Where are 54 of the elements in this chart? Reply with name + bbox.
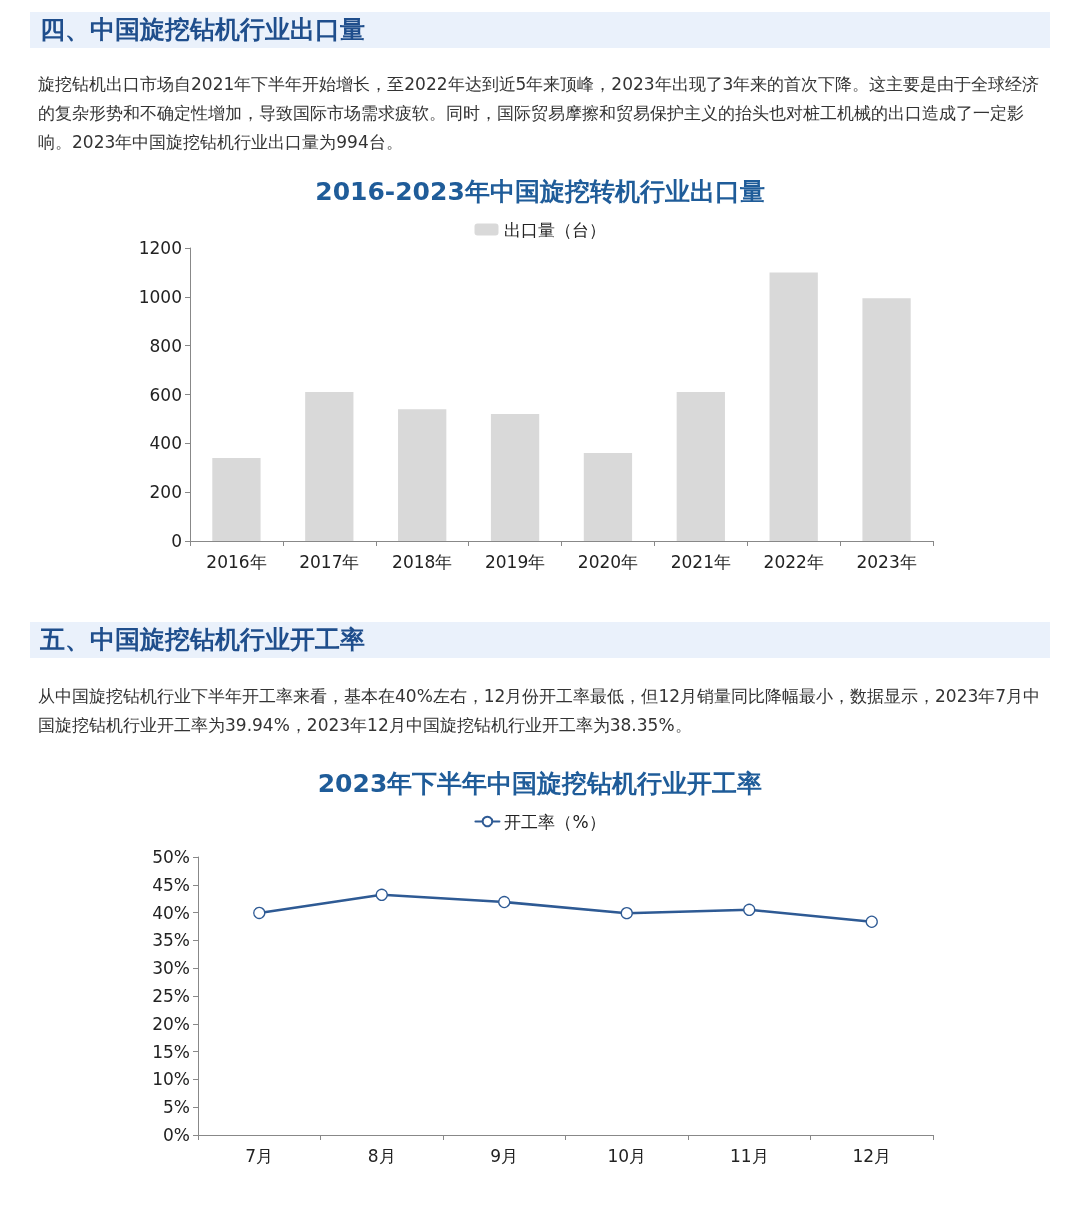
chart-title: 2016-2023年中国旋挖转机行业出口量 bbox=[315, 177, 765, 206]
x-tick-label: 11月 bbox=[729, 1145, 769, 1166]
y-tick-label: 25% bbox=[152, 986, 190, 1006]
y-tick-label: 20% bbox=[152, 1013, 190, 1034]
y-tick-label: 0% bbox=[163, 1125, 190, 1145]
y-tick-label: 45% bbox=[152, 874, 190, 895]
chart-title: 2023年下半年中国旋挖钻机行业开工率 bbox=[317, 769, 763, 798]
text: 五、中国旋挖钻机行业开工率 bbox=[30, 622, 1050, 658]
y-tick-label: 200 bbox=[149, 482, 182, 503]
x-tick-label: 9月 bbox=[490, 1145, 519, 1166]
y-tick-label: 15% bbox=[152, 1041, 190, 1062]
y-tick-label: 35% bbox=[152, 930, 190, 951]
bar bbox=[490, 414, 540, 541]
y-tick-label: 800 bbox=[149, 335, 182, 356]
y-tick-label: 1000 bbox=[138, 286, 182, 307]
bar bbox=[398, 409, 447, 541]
y-tick-label: 40% bbox=[152, 902, 190, 923]
x-tick-label: 2016年 bbox=[206, 551, 267, 572]
y-tick-label: 5% bbox=[163, 1097, 190, 1118]
y-tick-label: 1200 bbox=[138, 238, 182, 258]
bar bbox=[305, 392, 354, 541]
text: 从中国旋挖钻机行业下半年开工率来看，基本在40%左右，12月份开工率最低，但12月销量同比降幅最小，数据显示，2023年7月中国旋挖钻机行业开工率为39.94%，2023年12月中国旋挖钻机行业开工率为38.35%。 bbox=[38, 685, 1042, 737]
bar bbox=[676, 392, 725, 541]
x-tick-label: 7月 bbox=[245, 1145, 274, 1166]
x-tick-label: 2021年 bbox=[670, 551, 731, 572]
x-tick-label: 2022年 bbox=[763, 551, 824, 572]
x-tick-label: 2020年 bbox=[577, 551, 639, 572]
y-tick-label: 0 bbox=[171, 531, 182, 551]
y-tick-label: 400 bbox=[149, 433, 182, 454]
x-tick-label: 8月 bbox=[367, 1145, 396, 1166]
legend-label: 出口量（台） bbox=[503, 219, 606, 240]
legend-label: 开工率（%） bbox=[504, 811, 606, 832]
y-tick-label: 30% bbox=[152, 958, 190, 979]
x-tick-label: 2017年 bbox=[299, 551, 360, 572]
bar bbox=[212, 457, 261, 541]
x-tick-label: 2023年 bbox=[856, 551, 917, 572]
point bbox=[620, 907, 633, 920]
bar bbox=[583, 453, 633, 541]
point bbox=[375, 888, 388, 901]
y-tick-label: 50% bbox=[152, 847, 190, 867]
text: 四、中国旋挖钻机行业出口量 bbox=[30, 12, 1050, 48]
point bbox=[743, 903, 756, 916]
point bbox=[498, 895, 511, 909]
bar bbox=[769, 272, 818, 541]
x-tick-label: 12月 bbox=[852, 1145, 892, 1166]
x-tick-label: 2018年 bbox=[392, 551, 453, 572]
bar bbox=[862, 298, 911, 541]
x-tick-label: 2019年 bbox=[484, 551, 546, 572]
text: 旋挖钻机出口市场自2021年下半年开始增长，至2022年达到近5年来顶峰，2023年出现了3年来的首次下降。这主要是由于全球经济的复杂形势和不确定性增加，导致国际市场需求疲软。同时，国际贸易摩擦和贸易保护主义的抬头也对桩工机械的出口造成了一定影响。2023年中国旋挖钻机行业出口量为994台。 bbox=[38, 73, 1041, 154]
y-tick-label: 600 bbox=[149, 384, 182, 405]
point bbox=[253, 906, 266, 920]
x-tick-label: 10月 bbox=[607, 1145, 647, 1166]
point bbox=[865, 915, 878, 928]
y-tick-label: 10% bbox=[152, 1069, 190, 1090]
